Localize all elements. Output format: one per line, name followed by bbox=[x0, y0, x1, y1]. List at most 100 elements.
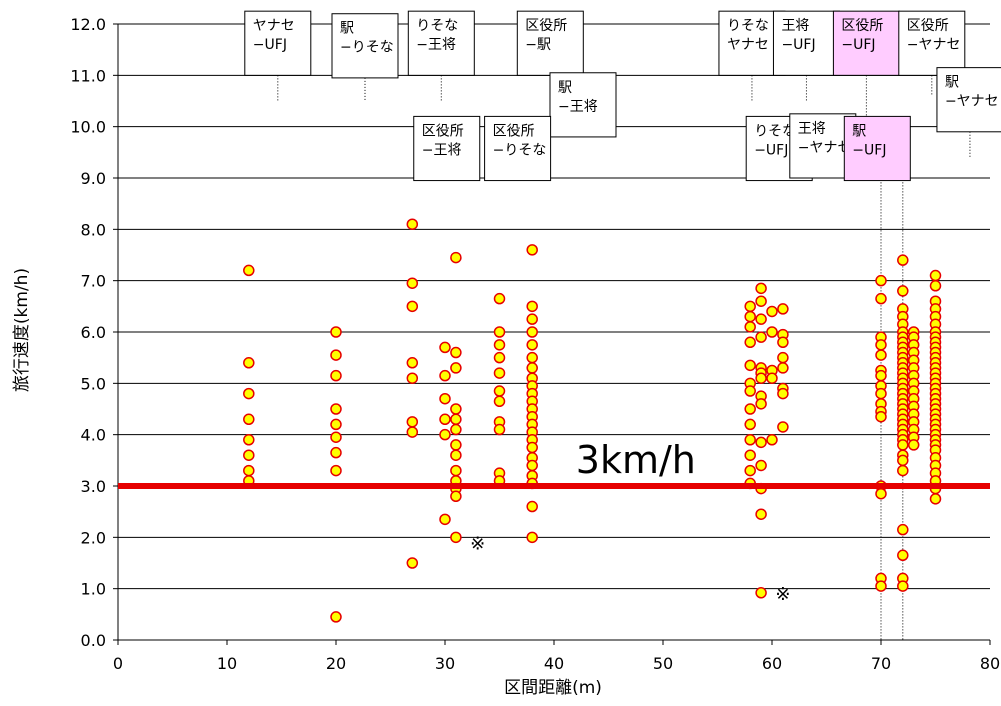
data-point bbox=[929, 280, 942, 292]
route-label-line: ヤナセ bbox=[727, 37, 769, 53]
route-label-box bbox=[898, 10, 966, 76]
route-label-line: −王将 bbox=[558, 99, 598, 115]
annotation-mark: ※ bbox=[775, 584, 790, 605]
data-point bbox=[406, 426, 419, 438]
route-label-line: −UFJ bbox=[781, 37, 815, 53]
data-point bbox=[744, 300, 756, 313]
data-point bbox=[406, 357, 419, 369]
data-point bbox=[875, 369, 887, 382]
route-label-line: −りそな bbox=[493, 142, 547, 158]
x-tick-label: 80 bbox=[980, 654, 1000, 673]
data-point bbox=[243, 449, 255, 461]
data-point bbox=[439, 413, 451, 426]
route-label-line: りそな bbox=[416, 18, 458, 34]
data-point bbox=[439, 369, 451, 382]
route-label-line: 区役所 bbox=[493, 123, 535, 139]
route-label: 王将 −UFJ bbox=[772, 10, 840, 101]
data-point bbox=[450, 346, 462, 359]
route-label-line: −ヤナセ bbox=[945, 94, 999, 110]
data-point bbox=[744, 359, 756, 372]
route-label-line: りそな bbox=[754, 123, 796, 139]
data-point bbox=[450, 403, 462, 415]
data-point bbox=[330, 403, 342, 415]
y-tick-label: 7.0 bbox=[81, 272, 106, 291]
data-point bbox=[330, 446, 342, 459]
data-point bbox=[493, 385, 506, 397]
route-label: 区役所 −UFJ bbox=[832, 10, 900, 117]
data-point bbox=[526, 500, 538, 513]
route-label-line: −UFJ bbox=[253, 37, 287, 53]
x-axis-title: 区間距離(m) bbox=[504, 678, 602, 698]
data-point bbox=[526, 531, 538, 544]
data-point bbox=[243, 413, 255, 426]
data-point bbox=[406, 557, 419, 569]
reference-line-group: 3km/h ※ ※ bbox=[118, 438, 990, 605]
y-tick-label: 12.0 bbox=[70, 15, 106, 34]
route-label-line: −王将 bbox=[416, 37, 456, 53]
data-point bbox=[526, 326, 538, 338]
x-tick-label: 50 bbox=[653, 654, 673, 673]
route-labels: ヤナセ−UFJ駅−りそなりそな−王将区役所−駅駅−王将区役所−王将区役所−りそな… bbox=[244, 10, 1001, 182]
route-label-box bbox=[407, 10, 475, 76]
route-label-line: 駅 bbox=[340, 21, 354, 37]
data-point bbox=[450, 423, 462, 436]
route-label: りそな −王将 bbox=[407, 10, 475, 101]
data-point bbox=[777, 362, 789, 374]
y-tick-label: 11.0 bbox=[70, 66, 106, 85]
y-tick-label: 9.0 bbox=[81, 169, 106, 188]
data-point bbox=[406, 277, 419, 289]
route-label-box bbox=[331, 13, 399, 79]
route-label-line: ヤナセ bbox=[253, 18, 295, 34]
data-point bbox=[766, 305, 778, 318]
data-point bbox=[243, 387, 255, 400]
data-point bbox=[526, 313, 538, 325]
data-point bbox=[744, 449, 756, 461]
data-point bbox=[875, 387, 887, 400]
route-label: 区役所 −ヤナセ bbox=[898, 10, 966, 96]
data-point bbox=[744, 310, 756, 323]
data-point bbox=[744, 385, 756, 397]
data-point bbox=[450, 439, 462, 451]
data-point bbox=[526, 244, 538, 256]
data-point bbox=[875, 410, 887, 423]
data-point bbox=[450, 413, 462, 426]
data-point bbox=[526, 441, 538, 454]
data-point bbox=[406, 218, 419, 230]
data-point bbox=[526, 351, 538, 364]
data-point bbox=[439, 428, 451, 441]
data-point bbox=[897, 254, 909, 266]
route-label-line: 王将 bbox=[781, 18, 809, 34]
route-label-line: −ヤナセ bbox=[798, 140, 852, 156]
data-point bbox=[897, 549, 909, 562]
axes: 0.0 1.0 2.0 3.0 4.0 5.0 6.0 7.0 8.0 9.0 10.0 11.0 12… bbox=[70, 15, 1000, 673]
route-label-box bbox=[772, 10, 840, 76]
data-point bbox=[526, 300, 538, 313]
route-label-line: −王将 bbox=[422, 142, 462, 158]
data-point bbox=[330, 326, 342, 338]
y-tick-label: 1.0 bbox=[81, 580, 106, 599]
data-point bbox=[493, 367, 506, 379]
data-point bbox=[897, 464, 909, 477]
data-point bbox=[875, 339, 887, 351]
data-point bbox=[744, 464, 756, 477]
data-point bbox=[766, 326, 778, 338]
y-axis-title: 旅行速度(km/h) bbox=[12, 268, 32, 392]
route-label-box bbox=[244, 10, 312, 76]
data-point bbox=[875, 349, 887, 361]
data-point bbox=[406, 416, 419, 428]
route-label-line: 王将 bbox=[798, 121, 826, 137]
route-label-box bbox=[549, 72, 617, 138]
data-point bbox=[450, 531, 462, 544]
data-point bbox=[450, 251, 462, 264]
data-point bbox=[875, 274, 887, 287]
x-tick-label: 30 bbox=[435, 654, 455, 673]
route-label-line: −ヤナセ bbox=[907, 37, 961, 53]
data-point bbox=[493, 423, 506, 436]
x-tick-label: 70 bbox=[871, 654, 891, 673]
data-point bbox=[897, 439, 909, 451]
route-label: 駅 −王将 bbox=[549, 72, 617, 138]
route-label: 区役所 −駅 bbox=[516, 10, 584, 96]
y-tick-label: 10.0 bbox=[70, 118, 106, 137]
data-point bbox=[929, 269, 942, 282]
